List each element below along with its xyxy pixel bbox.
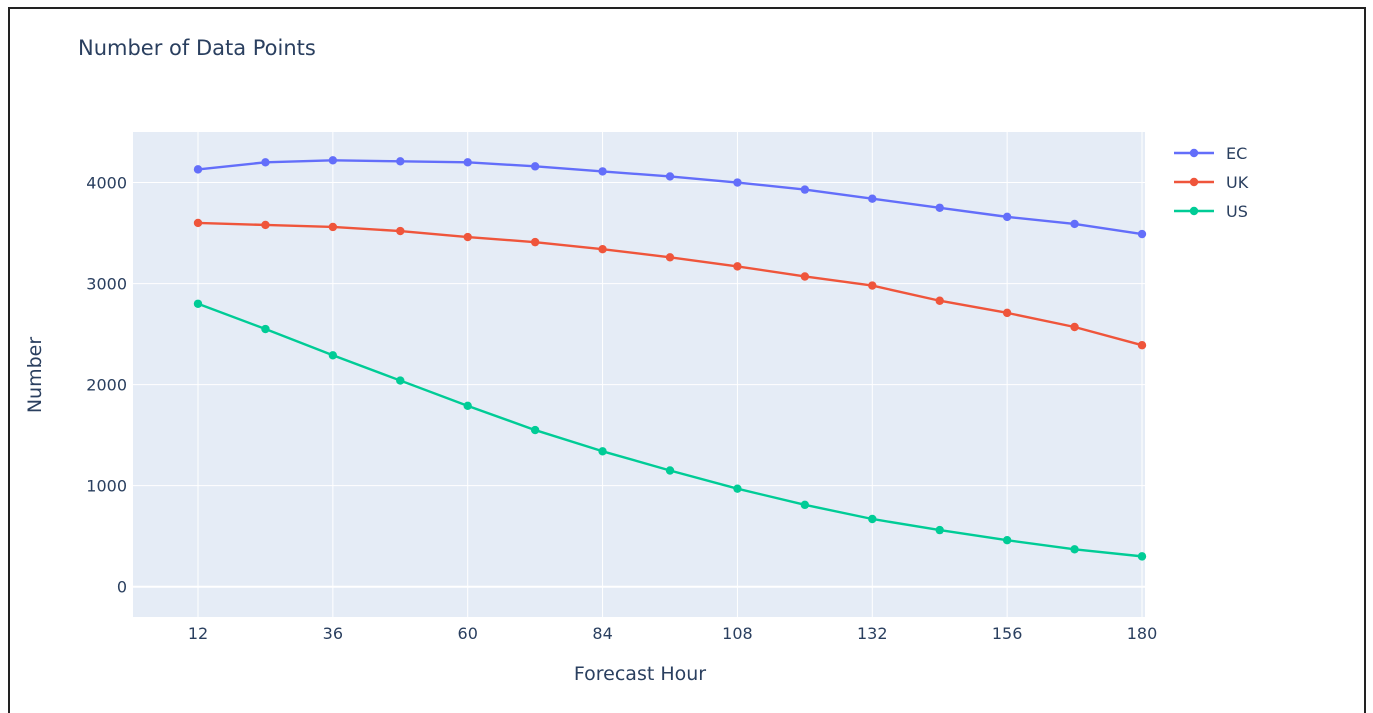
data-point[interactable] xyxy=(193,218,203,228)
series-us[interactable] xyxy=(193,299,1147,561)
legend-label: EC xyxy=(1226,144,1247,163)
series-uk[interactable] xyxy=(193,218,1147,350)
x-tick-label: 108 xyxy=(722,624,753,643)
legend-label: UK xyxy=(1226,173,1249,192)
x-tick-label: 156 xyxy=(992,624,1023,643)
legend-item-uk[interactable]: UK xyxy=(1174,173,1249,192)
data-point[interactable] xyxy=(598,245,607,254)
series-group[interactable] xyxy=(193,156,1147,561)
chart-title: Number of Data Points xyxy=(78,36,316,60)
data-point[interactable] xyxy=(396,376,405,385)
data-point[interactable] xyxy=(1137,552,1147,561)
data-point[interactable] xyxy=(598,447,607,456)
data-point[interactable] xyxy=(396,226,405,236)
x-tick-label: 36 xyxy=(323,624,343,643)
x-tick-label: 132 xyxy=(857,624,888,643)
data-point[interactable] xyxy=(733,262,742,271)
data-point[interactable] xyxy=(261,220,270,230)
data-point[interactable] xyxy=(193,299,203,308)
x-axis-title: Forecast Hour xyxy=(574,663,706,685)
series-ec[interactable] xyxy=(193,156,1147,239)
data-point[interactable] xyxy=(1002,212,1012,222)
y-tick-label: 2000 xyxy=(86,376,127,395)
y-tick-labels: 0 1000 2000 3000 4000 xyxy=(86,174,127,597)
plot-background xyxy=(133,132,1145,617)
legend[interactable]: EC UK US xyxy=(1174,144,1249,221)
legend-item-ec[interactable]: EC xyxy=(1174,144,1247,163)
data-point[interactable] xyxy=(868,281,877,290)
data-point[interactable] xyxy=(733,484,742,493)
x-tick-label: 60 xyxy=(458,624,478,643)
x-tick-label: 12 xyxy=(188,624,208,643)
data-point[interactable] xyxy=(463,158,472,167)
x-tick-label: 84 xyxy=(592,624,612,643)
data-point[interactable] xyxy=(1137,229,1147,239)
data-point[interactable] xyxy=(1070,545,1079,554)
y-axis-title: Number xyxy=(24,337,46,414)
data-point[interactable] xyxy=(1002,536,1012,545)
x-tick-labels: 12 36 60 84 108 132 156 180 xyxy=(188,624,1157,643)
data-point[interactable] xyxy=(328,351,338,360)
data-point[interactable] xyxy=(530,237,540,247)
data-point[interactable] xyxy=(1070,219,1079,229)
data-point[interactable] xyxy=(261,158,270,167)
data-point[interactable] xyxy=(1002,308,1012,318)
data-point[interactable] xyxy=(1070,322,1079,332)
data-point[interactable] xyxy=(868,514,877,524)
data-point[interactable] xyxy=(935,296,944,305)
y-tick-label: 3000 xyxy=(86,275,127,294)
data-point[interactable] xyxy=(665,253,675,262)
data-point[interactable] xyxy=(665,172,675,181)
data-point[interactable] xyxy=(530,162,540,171)
data-point[interactable] xyxy=(868,194,877,203)
data-point[interactable] xyxy=(800,272,810,281)
y-tick-label: 0 xyxy=(117,578,127,597)
y-tick-label: 1000 xyxy=(86,477,127,496)
data-point[interactable] xyxy=(530,425,540,435)
data-point[interactable] xyxy=(463,232,472,242)
data-point[interactable] xyxy=(328,222,338,232)
legend-label: US xyxy=(1226,202,1248,221)
y-tick-label: 4000 xyxy=(86,174,127,193)
legend-swatch-marker xyxy=(1189,206,1199,216)
grid-lines xyxy=(133,132,1145,617)
data-point[interactable] xyxy=(193,165,203,174)
data-point[interactable] xyxy=(800,500,810,510)
data-point[interactable] xyxy=(598,167,607,176)
data-point[interactable] xyxy=(261,324,270,334)
data-point[interactable] xyxy=(328,156,338,165)
plot-area: 0 1000 2000 3000 4000 12 36 60 84 108 132 156 180 xyxy=(86,132,1157,643)
data-point[interactable] xyxy=(935,203,944,212)
x-tick-label: 180 xyxy=(1127,624,1158,643)
data-point[interactable] xyxy=(1137,340,1147,350)
legend-item-us[interactable]: US xyxy=(1174,202,1248,221)
data-point[interactable] xyxy=(463,401,472,411)
data-point[interactable] xyxy=(733,178,742,187)
data-point[interactable] xyxy=(396,157,405,166)
legend-swatch-marker xyxy=(1189,148,1199,158)
data-point[interactable] xyxy=(665,466,675,475)
legend-swatch-marker xyxy=(1189,177,1199,187)
data-point[interactable] xyxy=(800,185,810,194)
data-point[interactable] xyxy=(935,525,944,535)
